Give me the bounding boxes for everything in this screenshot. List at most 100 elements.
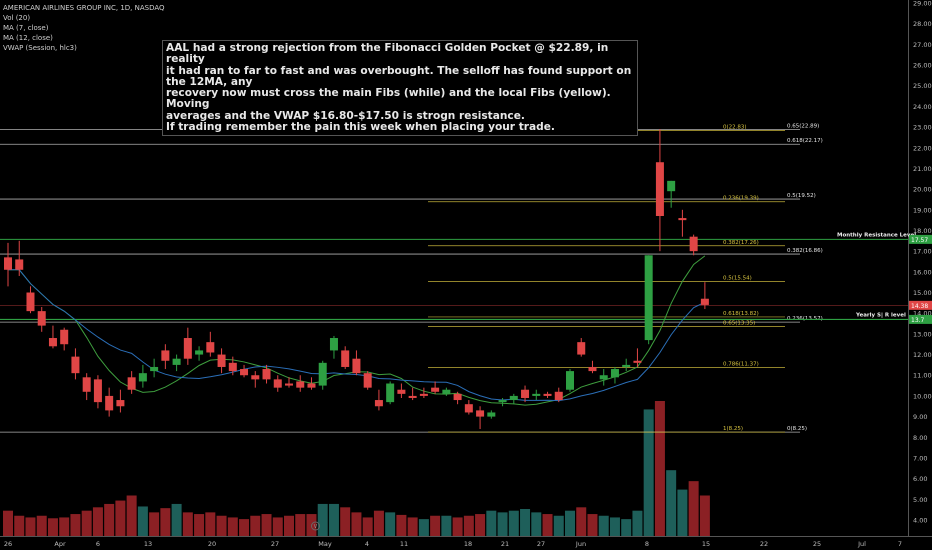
volume-bar xyxy=(239,519,250,536)
volume-bar xyxy=(261,514,272,536)
annotation-line: recovery now must cross the main Fibs (w… xyxy=(166,87,611,111)
time-tick-label: 13 xyxy=(144,540,152,548)
candle-body xyxy=(48,338,57,347)
indicator-ma7[interactable]: MA (7, close) xyxy=(3,24,49,32)
candle-body xyxy=(599,375,608,380)
volume-bar xyxy=(486,510,497,536)
candle-body xyxy=(138,373,147,382)
volume-bar xyxy=(137,506,148,536)
annotation-note[interactable]: AAL had a strong rejection from the Fibo… xyxy=(162,40,638,137)
price-tick-label: 20.00 xyxy=(913,186,932,194)
price-tick-label: 11.00 xyxy=(913,372,932,380)
fib-local-label: 0(22.83) xyxy=(723,125,747,131)
candle-body xyxy=(521,389,530,398)
price-tick-label: 13.00 xyxy=(913,330,932,338)
volume-bar xyxy=(317,503,328,536)
level-price-tag-text: 17.57 xyxy=(911,237,928,244)
indicator-vol[interactable]: Vol (20) xyxy=(3,14,31,22)
price-tick-label: 21.00 xyxy=(913,165,932,173)
candle-body xyxy=(453,393,462,401)
level-label: Monthly Resistance Level xyxy=(837,232,916,238)
volume-bar xyxy=(328,503,339,536)
candle-body xyxy=(71,356,80,374)
fib-local-label: 0.786(11.37) xyxy=(723,362,759,368)
candle-body xyxy=(172,358,181,365)
volume-bar xyxy=(565,510,575,536)
fib-main-label: 0(8.25) xyxy=(787,426,807,432)
price-tick-label: 25.00 xyxy=(913,82,932,90)
candle-body xyxy=(655,162,664,217)
candle-body xyxy=(228,362,237,372)
fib-local-label: 1(8.25) xyxy=(723,426,743,432)
time-tick-label: 26 xyxy=(4,540,12,548)
candle-body xyxy=(273,379,282,388)
candle-body xyxy=(386,383,395,403)
chart-title: AMERICAN AIRLINES GROUP INC, 1D, NASDAQ xyxy=(3,4,165,12)
fib-main-label: 0.65(22.89) xyxy=(787,123,819,129)
candle-body xyxy=(610,369,619,378)
price-axis-bg xyxy=(908,0,932,550)
candle-body xyxy=(498,400,507,403)
volume-bar xyxy=(295,514,306,536)
candle-body xyxy=(442,389,451,394)
time-tick-label: 4 xyxy=(365,540,369,548)
candle-body xyxy=(431,387,440,392)
candle-body xyxy=(37,311,46,326)
price-tick-label: 16.00 xyxy=(913,268,932,276)
fib-main-label: 0.618(22.17) xyxy=(787,138,823,144)
volume-bar xyxy=(475,514,486,536)
indicator-vwap[interactable]: VWAP (Session, hlc3) xyxy=(3,44,77,52)
volume-bar xyxy=(396,514,407,536)
price-tick-label: 7.00 xyxy=(913,454,927,462)
volume-bar xyxy=(373,510,384,536)
time-tick-label: 18 xyxy=(464,540,472,548)
candle-body xyxy=(116,400,125,407)
candle-body xyxy=(374,400,383,407)
price-tick-label: 23.00 xyxy=(913,124,932,132)
candle-body xyxy=(296,381,305,388)
candle-body xyxy=(532,393,541,396)
volume-bar xyxy=(587,514,598,536)
candle-body xyxy=(667,180,676,192)
volume-bar xyxy=(14,515,25,536)
indicator-ma12[interactable]: MA (12, close) xyxy=(3,34,53,42)
volume-bar xyxy=(699,495,710,536)
volume-bar xyxy=(452,517,463,536)
price-tick-label: 28.00 xyxy=(913,20,932,28)
price-tick-label: 24.00 xyxy=(913,103,932,111)
price-tick-label: 26.00 xyxy=(913,62,932,70)
volume-bar xyxy=(418,519,429,536)
price-tick-label: 8.00 xyxy=(913,434,927,442)
fib-local-label: 0.236(19.39) xyxy=(723,196,759,202)
volume-bar xyxy=(407,517,418,536)
price-tick-label: 5.00 xyxy=(913,496,927,504)
volume-bar xyxy=(92,507,103,536)
candle-body xyxy=(161,350,170,361)
time-tick-label: 15 xyxy=(702,540,710,548)
time-tick-label: Jul xyxy=(857,540,866,548)
time-tick-label: Apr xyxy=(54,540,66,548)
price-tick-label: 14.00 xyxy=(913,310,932,318)
price-tick-label: 22.00 xyxy=(913,144,932,152)
volume-bar xyxy=(149,512,160,536)
time-tick-label: 11 xyxy=(400,540,408,548)
volume-bar xyxy=(340,507,351,536)
price-tick-label: 27.00 xyxy=(913,41,932,49)
time-tick-label: 20 xyxy=(208,540,216,548)
price-tick-label: 6.00 xyxy=(913,475,927,483)
candle-body xyxy=(509,395,518,401)
volume-bar xyxy=(677,489,688,536)
candle-body xyxy=(60,329,69,345)
volume-bar xyxy=(553,515,564,536)
candle-body xyxy=(689,236,698,252)
time-tick-label: 6 xyxy=(96,540,100,548)
candle-body xyxy=(408,395,417,398)
candle-body xyxy=(262,369,271,380)
volume-bar xyxy=(182,512,193,536)
candle-body xyxy=(217,354,226,367)
volume-bar xyxy=(104,503,115,536)
candle-body xyxy=(577,342,586,355)
volume-bar xyxy=(227,517,238,536)
candle-body xyxy=(15,259,24,270)
